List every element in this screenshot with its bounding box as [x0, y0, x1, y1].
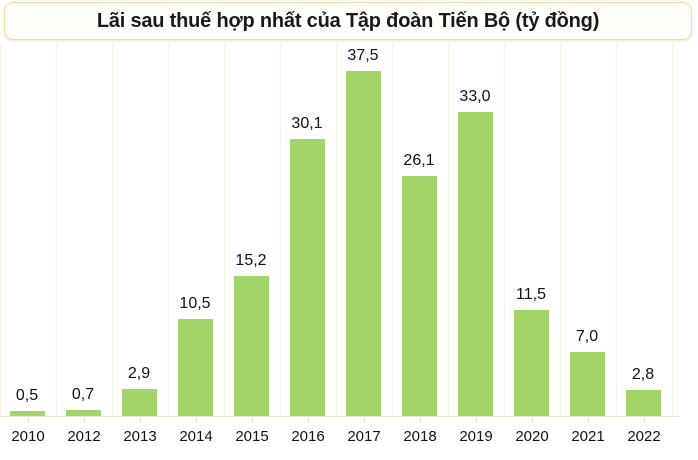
gridline [448, 44, 449, 416]
gridline [336, 44, 337, 416]
x-tick-label-2021: 2021 [571, 428, 605, 445]
data-label-2010: 0,5 [15, 387, 39, 405]
bar-2022 [625, 390, 661, 416]
x-tick [420, 417, 421, 422]
x-tick-label-2017: 2017 [347, 428, 381, 445]
x-tick-label-2019: 2019 [459, 428, 493, 445]
x-tick [532, 417, 533, 422]
x-tick [252, 417, 253, 422]
x-tick [308, 417, 309, 422]
data-label-2021: 7,0 [575, 327, 599, 345]
data-label-2016: 30,1 [291, 115, 323, 133]
data-label-2022: 2,8 [631, 366, 655, 384]
data-label-2012: 0,7 [71, 385, 95, 403]
data-label-2013: 2,9 [127, 365, 151, 383]
data-label-2017: 37,5 [347, 47, 379, 64]
x-tick-label-2015: 2015 [235, 428, 269, 445]
x-tick [140, 417, 141, 422]
chart-title-box: Lãi sau thuế hợp nhất của Tập đoàn Tiến … [4, 2, 692, 40]
bar-2019 [457, 112, 493, 416]
data-label-2019: 33,0 [459, 88, 491, 106]
x-tick-label-2016: 2016 [291, 428, 325, 445]
plot-area: 0,5 0,7 2,9 10,5 15,2 30,1 37,5 26,1 33,0 11,5 7,0… [0, 44, 680, 417]
x-tick [364, 417, 365, 422]
x-tick [84, 417, 85, 422]
x-tick [588, 417, 589, 422]
x-tick [196, 417, 197, 422]
gridline [616, 44, 617, 416]
gridline [112, 44, 113, 416]
bar-2010 [9, 411, 45, 416]
x-tick-label-2022: 2022 [627, 428, 661, 445]
bar-2018 [401, 175, 437, 416]
x-tick-label-2020: 2020 [515, 428, 549, 445]
x-tick-label-2013: 2013 [123, 428, 157, 445]
gridline [392, 44, 393, 416]
data-label-2018: 26,1 [403, 151, 435, 169]
x-tick [476, 417, 477, 422]
gridline [560, 44, 561, 416]
bar-2014 [177, 319, 213, 416]
data-label-2020: 11,5 [516, 286, 546, 304]
x-tick [28, 417, 29, 422]
gridline [280, 44, 281, 416]
data-label-2015: 15,2 [235, 252, 267, 270]
chart-title: Lãi sau thuế hợp nhất của Tập đoàn Tiến … [96, 9, 600, 32]
data-label-2014: 10,5 [179, 295, 211, 313]
bar-2017 [345, 71, 381, 416]
bar-2020 [513, 310, 549, 416]
x-axis-line [0, 416, 680, 417]
gridline [0, 44, 1, 416]
x-tick-label-2012: 2012 [67, 428, 101, 445]
gridline [56, 44, 57, 416]
gridline [168, 44, 169, 416]
x-tick-label-2010: 2010 [11, 428, 45, 445]
bar-2021 [569, 351, 605, 416]
bar-2016 [289, 139, 325, 416]
bar-2015 [233, 276, 269, 416]
bar-2012 [65, 409, 101, 416]
x-tick-label-2018: 2018 [403, 428, 437, 445]
gridline [672, 44, 673, 416]
gridline [224, 44, 225, 416]
x-tick-label-2014: 2014 [179, 428, 213, 445]
x-tick [644, 417, 645, 422]
gridline [504, 44, 505, 416]
bar-2013 [121, 389, 157, 416]
